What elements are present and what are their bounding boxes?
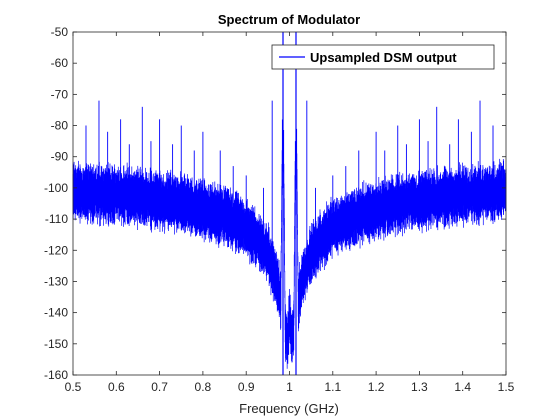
x-tick-label-0: 0.5 xyxy=(65,380,82,394)
y-tick-label-8: -130 xyxy=(44,274,68,288)
chart-title: Spectrum of Modulator xyxy=(218,12,360,27)
x-tick-label-7: 1.2 xyxy=(368,380,385,394)
x-tick-label-6: 1.1 xyxy=(324,380,341,394)
legend: Upsampled DSM output xyxy=(271,44,495,70)
x-tick-label-5: 1 xyxy=(286,380,293,394)
y-tick-label-4: -90 xyxy=(51,150,69,164)
x-ticks: 0.5 0.6 0.7 0.8 0.9 1 1.1 1.2 1.3 1.4 1.5 xyxy=(65,32,515,394)
legend-entry: Upsampled DSM output xyxy=(310,50,457,65)
x-tick-label-4: 0.9 xyxy=(238,380,255,394)
x-tick-label-2: 0.7 xyxy=(151,380,168,394)
y-tick-label-2: -70 xyxy=(51,87,69,101)
y-ticks: -50 -60 -70 -80 -90 -100 -110 -120 -130 -140 -150 -… xyxy=(44,25,506,382)
y-tick-label-3: -80 xyxy=(51,119,69,133)
y-tick-label-9: -140 xyxy=(44,306,68,320)
x-axis-label: Frequency (GHz) xyxy=(239,401,339,416)
y-tick-label-5: -100 xyxy=(44,181,68,195)
y-tick-label-1: -60 xyxy=(51,56,69,70)
x-tick-label-1: 0.6 xyxy=(108,380,125,394)
y-tick-label-7: -120 xyxy=(44,243,68,257)
x-tick-label-3: 0.8 xyxy=(195,380,212,394)
series-trace xyxy=(72,32,507,375)
y-tick-label-10: -150 xyxy=(44,337,68,351)
x-tick-label-10: 1.5 xyxy=(498,380,515,394)
y-tick-label-0: -50 xyxy=(51,25,69,39)
y-tick-label-6: -110 xyxy=(45,212,68,226)
legend-box xyxy=(271,44,495,70)
x-tick-label-9: 1.4 xyxy=(454,380,471,394)
x-tick-label-8: 1.3 xyxy=(411,380,428,394)
y-tick-label-11: -160 xyxy=(44,368,68,382)
